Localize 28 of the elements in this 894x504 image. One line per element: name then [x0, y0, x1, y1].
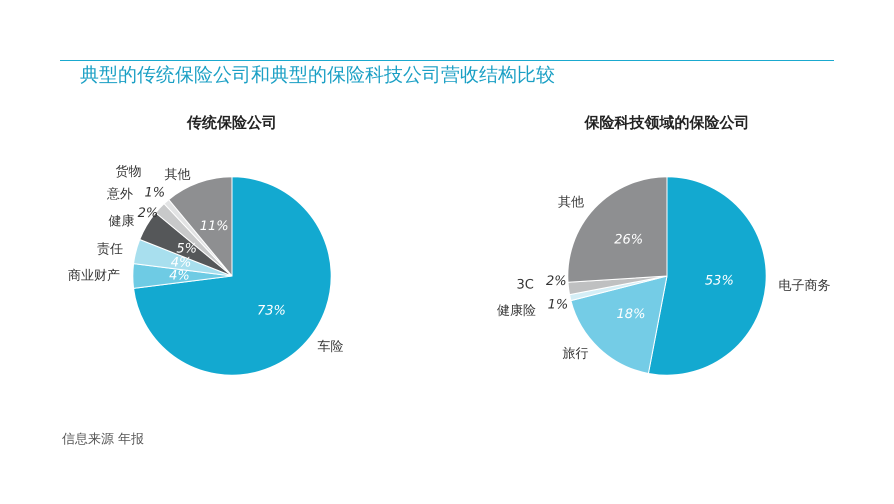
data-label: 26% [614, 232, 644, 248]
chart-subtitle: 传统保险公司 [186, 114, 277, 132]
slice-label: 旅行 [562, 346, 589, 362]
chart-title: 保险科技领域的保险公司 [584, 114, 750, 132]
data-label: 1% [144, 186, 166, 201]
slice-label: 3C [516, 278, 534, 293]
slice-label: 健康险 [496, 304, 536, 319]
slice-label: 货物 [116, 164, 142, 180]
slice-label: 健康 [108, 214, 135, 229]
text: 信息来源 年报 [62, 431, 144, 448]
slice-label: 商业财产 [68, 268, 120, 284]
data-label: 4% [170, 255, 192, 270]
data-label: 5% [176, 242, 198, 257]
data-label: 4% [169, 268, 190, 284]
data-label: 2% [138, 206, 158, 222]
slice-label: 责任 [97, 242, 124, 257]
data-label: 1% [548, 298, 568, 313]
data-label: 18% [616, 306, 646, 322]
slice-label: 其他 [164, 168, 191, 183]
slice-label: 意外 [106, 187, 133, 202]
slice-label: 电子商务 [778, 278, 831, 294]
slice-label: 其他 [558, 195, 584, 210]
slice-label: 车险 [317, 339, 344, 354]
data-label: 11% [200, 219, 229, 234]
chart-title: 典型的传统保险公司和典型的保险科技公司营收结构比较 [80, 63, 555, 88]
data-label: 2% [546, 274, 567, 290]
data-label: 53% [704, 273, 734, 288]
data-label: 73% [257, 303, 286, 318]
